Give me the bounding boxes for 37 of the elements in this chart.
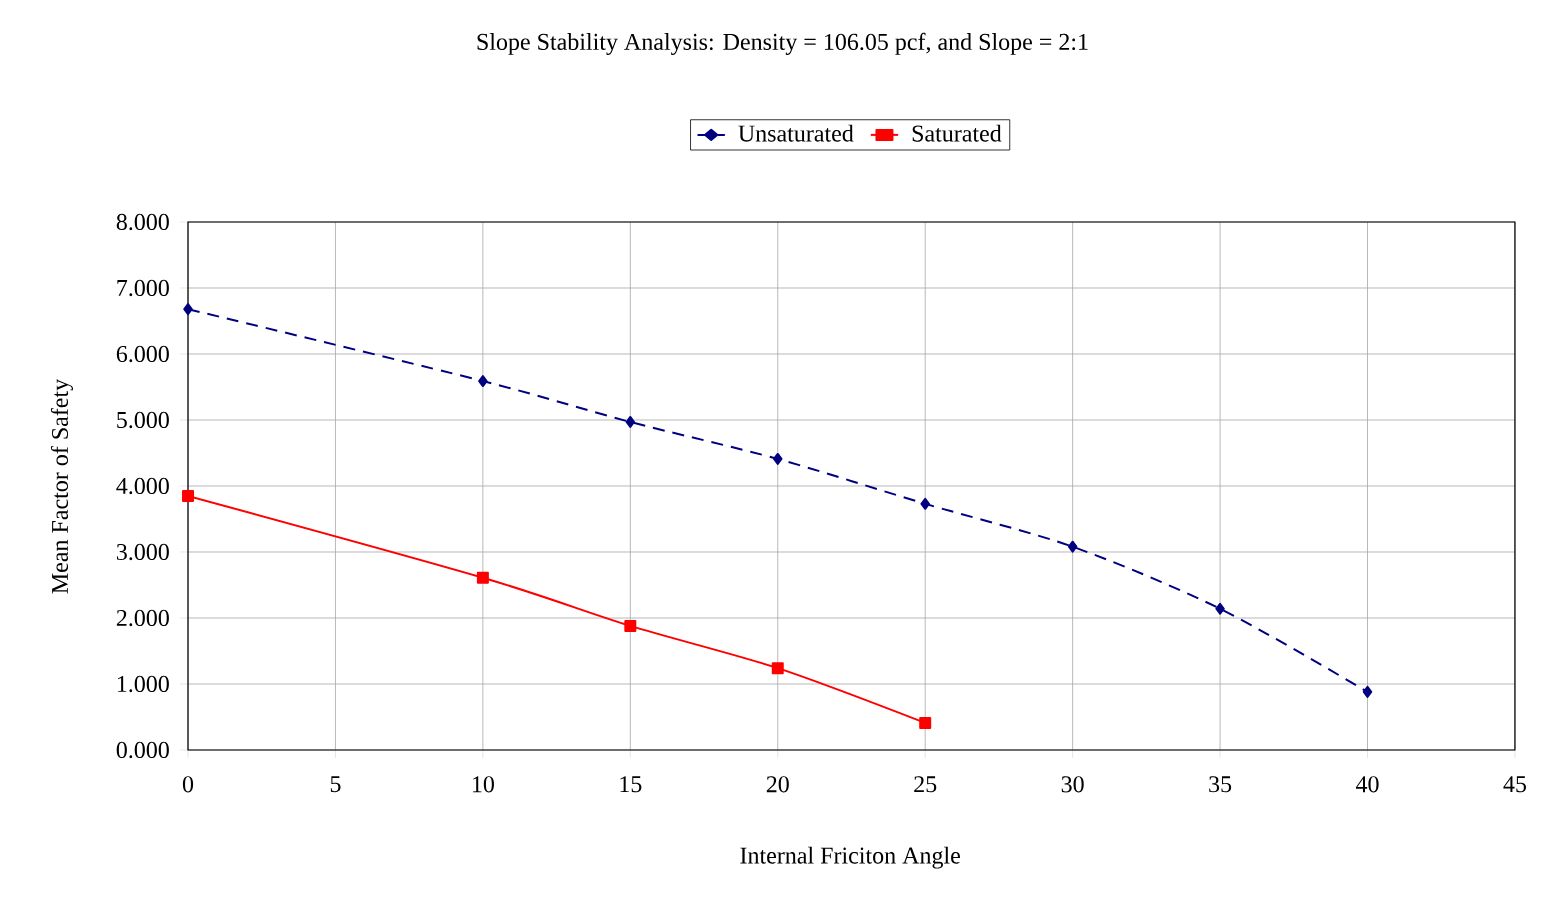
point (771, 662, 784, 675)
x-tick-label: 30 (1061, 776, 1084, 793)
point (182, 489, 195, 502)
legend-label: Unsaturated (738, 124, 854, 142)
point (1067, 540, 1078, 553)
y-tick-label: 3.000 (116, 543, 169, 561)
point (1215, 602, 1225, 615)
x-tick-label: 0 (182, 776, 194, 793)
point (1362, 685, 1373, 698)
x-tick-label: 5 (330, 776, 341, 793)
x-tick-label: 45 (1503, 776, 1526, 793)
y-tick-label: 6.000 (116, 345, 169, 363)
point (476, 571, 489, 584)
legend-label: Saturated (912, 124, 1002, 142)
point (920, 497, 930, 510)
y-tick-label: 4.000 (116, 477, 169, 495)
y-tick-label: 1.000 (117, 675, 169, 693)
point (183, 303, 193, 316)
y-tick-label: 8.000 (116, 213, 169, 231)
x-tick-label: 25 (914, 776, 937, 793)
y-tick-label: 5.000 (117, 411, 169, 429)
x-tick-label: 10 (472, 776, 494, 793)
y-tick-label: 7.000 (117, 279, 169, 297)
point (919, 716, 932, 729)
point (624, 619, 637, 632)
point (773, 452, 783, 465)
x-tick-label: 15 (620, 776, 642, 793)
x-axis-title: Internal Friciton Angle (740, 846, 960, 869)
x-tick-label: 35 (1209, 776, 1232, 793)
point (478, 375, 488, 388)
y-axis-title: Mean Factor of Safety (50, 378, 73, 594)
x-tick-label: 20 (766, 776, 789, 793)
chart-title: Slope Stability Analysis: Density = 106.05 pcf, and Slope = 2:1 (477, 32, 1088, 55)
x-tick-label: 40 (1355, 776, 1379, 793)
y-tick-label: 2.000 (116, 609, 169, 627)
point (625, 415, 636, 428)
y-tick-label: 0.000 (116, 741, 169, 759)
